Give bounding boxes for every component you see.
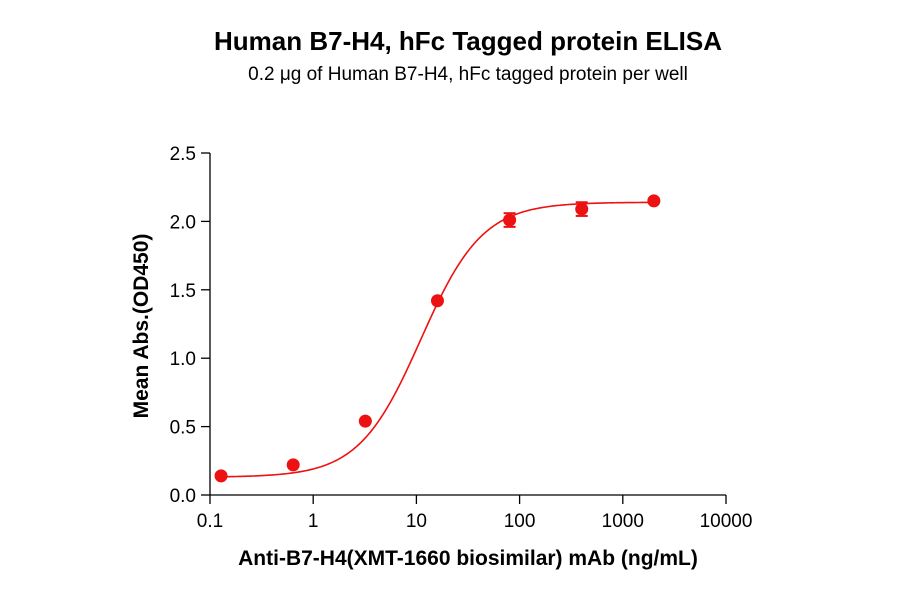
x-tick-label: 100: [504, 511, 536, 532]
y-axis-ticks: 0.0 0.5 1.0 1.5 2.0 2.5: [170, 144, 210, 507]
y-tick-label: 1.0: [170, 349, 196, 370]
x-axis-ticks: 0.1 1 10 100 1000 10000: [197, 495, 753, 532]
data-point: [503, 213, 517, 227]
y-axis-label: Mean Abs.(OD450): [130, 234, 153, 419]
chart-subtitle: 0.2 μg of Human B7-H4, hFc tagged protei…: [248, 64, 688, 85]
fit-curve: [221, 201, 654, 478]
data-point: [214, 469, 228, 483]
x-axis-label: Anti-B7-H4(XMT-1660 biosimilar) mAb (ng/…: [238, 547, 698, 570]
data-point: [358, 414, 372, 428]
y-tick-label: 2.5: [170, 144, 196, 165]
y-tick-label: 0.0: [170, 486, 196, 507]
data-point: [430, 294, 444, 308]
x-tick-label: 10: [406, 511, 427, 532]
y-tick-label: 0.5: [170, 418, 196, 439]
data-point: [647, 194, 661, 208]
data-point: [286, 458, 300, 472]
data-points: [214, 194, 661, 483]
x-tick-label: 0.1: [197, 511, 223, 532]
x-tick-label: 1: [308, 511, 319, 532]
y-tick-label: 1.5: [170, 281, 196, 302]
x-tick-label: 1000: [602, 511, 644, 532]
y-tick-label: 2.0: [170, 212, 196, 233]
x-tick-label: 10000: [700, 511, 753, 532]
data-point: [575, 202, 589, 216]
chart-title: Human B7-H4, hFc Tagged protein ELISA: [214, 26, 722, 56]
